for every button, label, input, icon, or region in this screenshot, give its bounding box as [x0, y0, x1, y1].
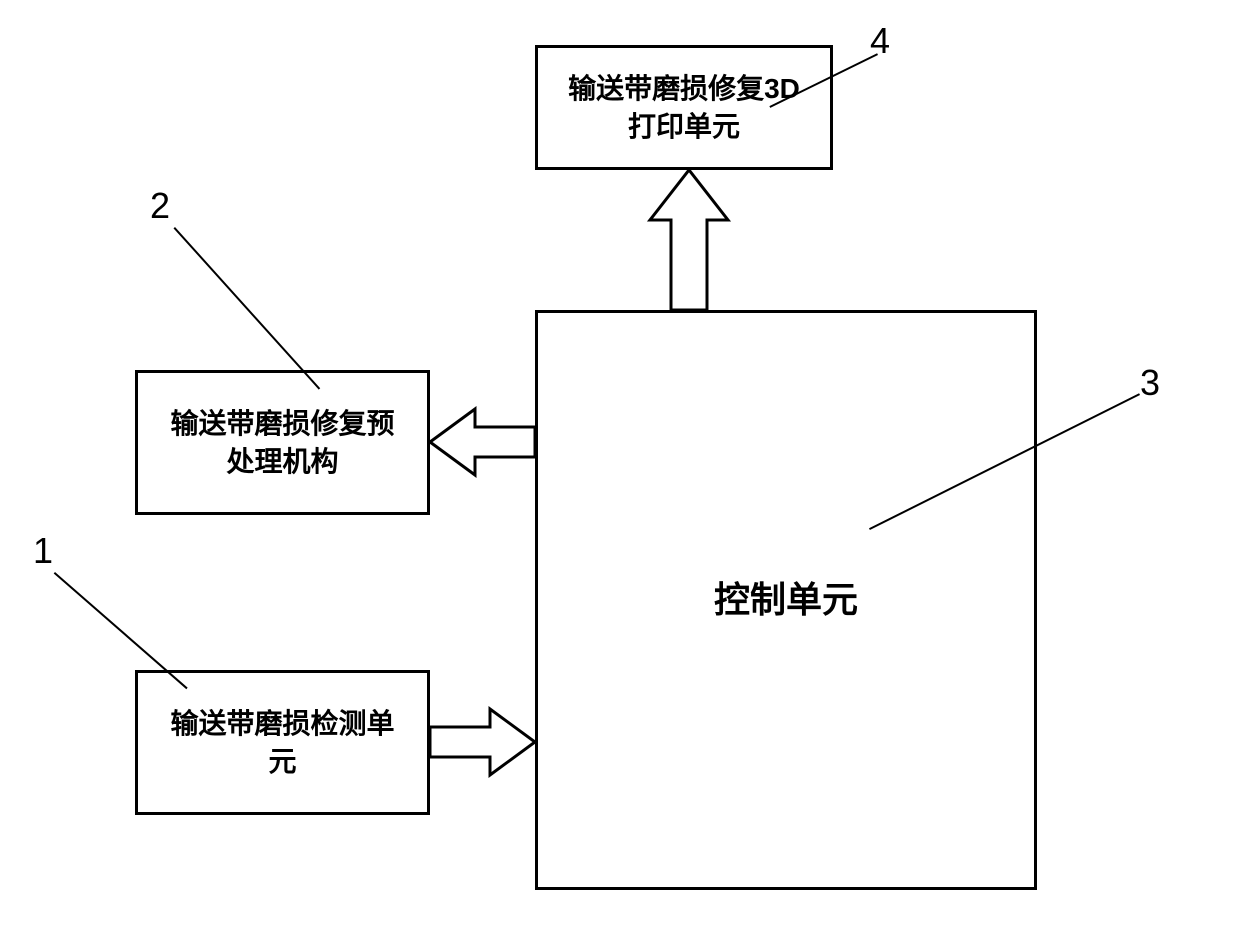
printing-unit-box: 输送带磨损修复3D打印单元: [535, 45, 833, 170]
callout-label-1: 1: [33, 530, 53, 572]
arrow-control-to-printing: [650, 170, 728, 310]
preprocess-unit-box: 输送带磨损修复预处理机构: [135, 370, 430, 515]
arrow-control-to-preprocess: [430, 409, 535, 475]
control-unit-label: 控制单元: [714, 576, 858, 625]
callout-line-1: [54, 572, 188, 690]
control-unit-box: 控制单元: [535, 310, 1037, 890]
callout-label-3: 3: [1140, 362, 1160, 404]
detection-unit-label: 输送带磨损检测单元: [170, 705, 394, 781]
callout-label-4: 4: [870, 20, 890, 62]
arrow-detection-to-control: [430, 709, 535, 775]
preprocess-unit-label: 输送带磨损修复预处理机构: [170, 405, 394, 481]
callout-label-2: 2: [150, 185, 170, 227]
printing-unit-label: 输送带磨损修复3D打印单元: [568, 70, 800, 146]
detection-unit-box: 输送带磨损检测单元: [135, 670, 430, 815]
callout-line-2: [174, 227, 320, 389]
